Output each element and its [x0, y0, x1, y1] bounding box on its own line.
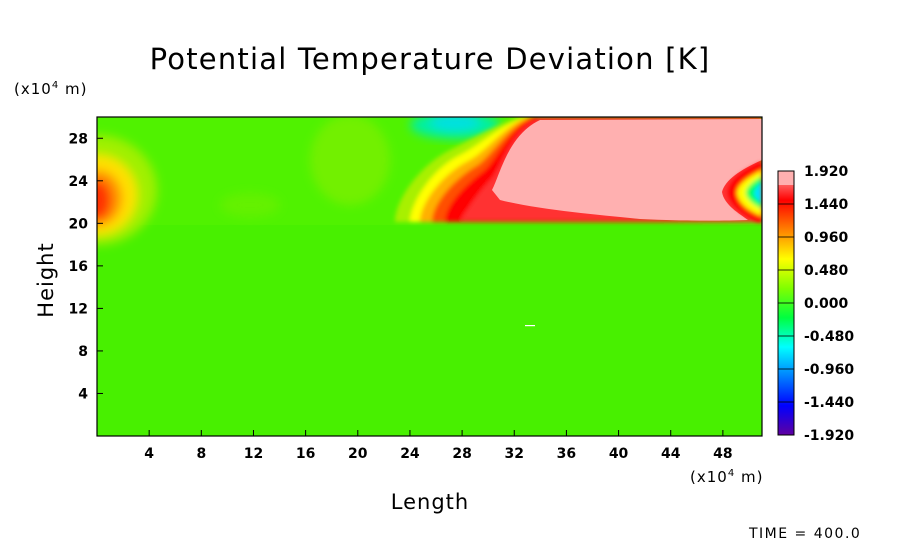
chart-title: Potential Temperature Deviation [K] — [149, 42, 711, 76]
x-tick-label: 28 — [452, 446, 471, 462]
colorbar-label: 0.480 — [804, 263, 849, 279]
colorbar-frame — [777, 170, 795, 436]
y-tick-label: 12 — [69, 301, 88, 317]
y-unit-label: (x104 m) — [14, 80, 88, 98]
x-tick-label: 24 — [400, 446, 420, 462]
colorbar-top-swatch — [778, 171, 794, 185]
heatmap-field — [97, 117, 762, 436]
colorbar-label: 0.960 — [804, 230, 849, 246]
y-tick-label: 8 — [78, 344, 88, 360]
colorbar-label: 1.440 — [804, 197, 849, 213]
x-unit-label: (x104 m) — [690, 468, 764, 486]
y-tick-label: 4 — [78, 386, 88, 402]
colorbar-label: -0.480 — [804, 329, 854, 345]
colorbar-label: -1.440 — [804, 395, 854, 411]
x-tick-label: 44 — [661, 446, 681, 462]
y-tick-label: 24 — [69, 174, 89, 190]
x-tick-label: 4 — [144, 446, 154, 462]
x-tick-label: 48 — [713, 446, 732, 462]
x-tick-label: 16 — [296, 446, 315, 462]
colorbar-label: -1.920 — [804, 428, 854, 444]
colorbar-label: -0.960 — [804, 362, 854, 378]
x-tick-label: 40 — [609, 446, 629, 462]
y-tick-label: 16 — [69, 259, 88, 275]
y-tick-label: 20 — [69, 216, 89, 232]
y-tick-label: 28 — [69, 131, 88, 147]
x-tick-label: 32 — [505, 446, 524, 462]
colorbar-label: 0.000 — [804, 296, 849, 312]
plot-frame — [96, 116, 763, 437]
x-tick-label: 20 — [348, 446, 368, 462]
colorbar-label: 1.920 — [804, 164, 849, 180]
time-label: TIME = 400.0 — [749, 526, 862, 542]
x-tick-label: 8 — [196, 446, 206, 462]
x-axis-label: Length — [390, 490, 470, 514]
x-tick-label: 36 — [557, 446, 576, 462]
x-tick-label: 12 — [244, 446, 263, 462]
